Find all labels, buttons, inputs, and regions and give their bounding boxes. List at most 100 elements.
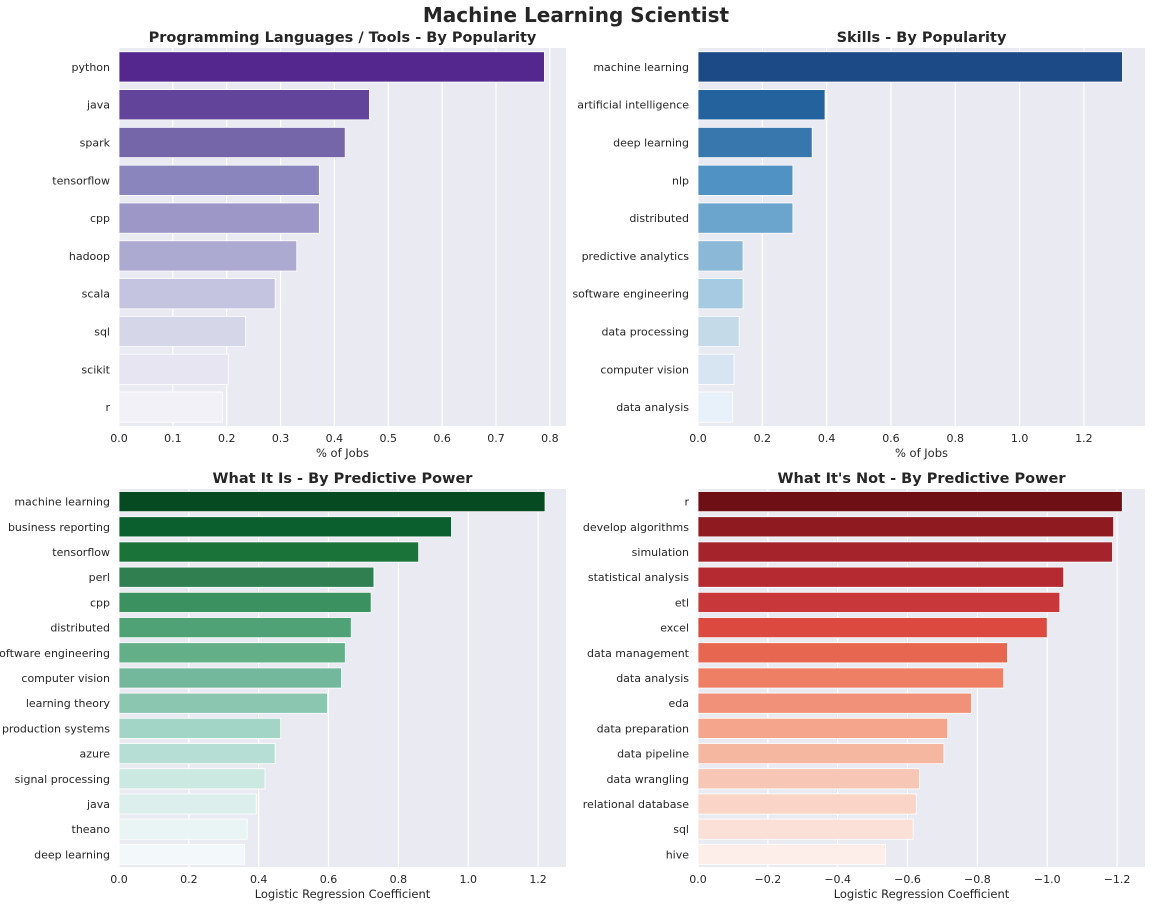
y-tick-label: data preparation bbox=[597, 722, 689, 735]
y-tick-label: data processing bbox=[601, 326, 689, 339]
y-tick-label: hive bbox=[666, 848, 690, 861]
bar-python bbox=[118, 51, 545, 83]
x-tick-label: −0.2 bbox=[754, 873, 781, 886]
y-tick-label: nlp bbox=[672, 174, 689, 187]
bar-computer-vision bbox=[118, 667, 342, 689]
bar-hive bbox=[697, 843, 886, 865]
bar-data-analysis bbox=[697, 667, 1004, 689]
y-tick-label: data management bbox=[587, 647, 690, 660]
x-tick-label: 0.0 bbox=[689, 432, 707, 445]
panel-title: What It's Not - By Predictive Power bbox=[778, 471, 1067, 487]
bar-machine-learning bbox=[697, 51, 1123, 83]
y-tick-label: eda bbox=[669, 697, 690, 710]
panel-4: 0.0 −0.2 −0.4 −0.6 −0.8 −1.0 −1.2 r develop algo… bbox=[583, 471, 1145, 901]
x-axis-label: Logistic Regression Coefficient bbox=[255, 887, 431, 901]
x-tick-label: 0.0 bbox=[689, 873, 707, 886]
x-axis-label: % of Jobs bbox=[316, 446, 369, 460]
bar-spark bbox=[118, 126, 346, 159]
bar-cpp bbox=[118, 202, 320, 234]
x-tick-label: 0.6 bbox=[320, 873, 338, 886]
bar-deep-learning bbox=[697, 126, 813, 159]
panel-title: Skills - By Popularity bbox=[837, 30, 1007, 46]
y-tick-label: distributed bbox=[629, 212, 689, 225]
y-tick-label: cpp bbox=[90, 596, 110, 609]
bar-computer-vision bbox=[697, 353, 735, 385]
x-tick-label: 0.1 bbox=[164, 432, 182, 445]
panel-3: 0.0 0.2 0.4 0.6 0.8 1.0 1.2 machine learning bus… bbox=[0, 471, 566, 901]
bar-tensorflow bbox=[118, 541, 420, 563]
bar-java bbox=[118, 793, 257, 815]
y-tick-label: predictive analytics bbox=[582, 250, 690, 263]
x-tick-label: 0.8 bbox=[947, 432, 965, 445]
y-tick-label: data analysis bbox=[616, 401, 689, 414]
bar-r bbox=[118, 391, 223, 423]
x-tick-label: 0.7 bbox=[487, 432, 505, 445]
y-tick-label: statistical analysis bbox=[588, 571, 689, 584]
bar-r bbox=[697, 491, 1123, 513]
y-tick-label: java bbox=[86, 798, 110, 811]
y-tick-label: sql bbox=[94, 326, 110, 339]
figure-title: Machine Learning Scientist bbox=[422, 3, 730, 27]
x-tick-label: 1.0 bbox=[1011, 432, 1029, 445]
bar-business-reporting bbox=[118, 516, 452, 538]
bar-artificial-intelligence bbox=[697, 89, 826, 121]
x-tick-label: −1.2 bbox=[1104, 873, 1131, 886]
y-tick-label: perl bbox=[89, 571, 110, 584]
y-tick-label: signal processing bbox=[15, 773, 110, 786]
bar-simulation bbox=[697, 541, 1113, 563]
y-tick-label: computer vision bbox=[600, 363, 689, 376]
y-tick-label: r bbox=[105, 401, 110, 414]
y-tick-label: deep learning bbox=[613, 137, 689, 150]
panel-1: 0.0 0.1 0.2 0.3 0.4 0.5 0.6 0.7 0.8 python java spa… bbox=[52, 30, 566, 460]
y-tick-label: production systems bbox=[2, 722, 110, 735]
y-tick-label: software engineering bbox=[572, 288, 689, 301]
bar-eda bbox=[697, 692, 972, 714]
y-tick-label: business reporting bbox=[8, 521, 110, 534]
y-tick-label: data analysis bbox=[616, 672, 689, 685]
bar-theano bbox=[118, 818, 248, 840]
bar-software-engineering bbox=[697, 278, 744, 310]
y-tick-label: learning theory bbox=[26, 697, 111, 710]
bar-sql bbox=[697, 818, 914, 840]
y-tick-label: deep learning bbox=[34, 848, 110, 861]
bar-data-management bbox=[697, 642, 1008, 664]
bar-sql bbox=[118, 315, 246, 348]
x-axis-label: Logistic Regression Coefficient bbox=[834, 887, 1010, 901]
bar-learning-theory bbox=[118, 692, 328, 714]
x-tick-label: 0.6 bbox=[433, 432, 451, 445]
bar-software-engineering bbox=[118, 642, 346, 664]
panel-2: 0.0 0.2 0.4 0.6 0.8 1.0 1.2 machine learning art… bbox=[572, 30, 1145, 460]
y-tick-label: python bbox=[72, 61, 111, 74]
bar-data-processing bbox=[697, 315, 740, 348]
y-tick-label: sql bbox=[673, 823, 689, 836]
bar-data-pipeline bbox=[697, 743, 945, 765]
y-tick-label: data pipeline bbox=[617, 748, 689, 761]
panel-title: What It Is - By Predictive Power bbox=[213, 471, 474, 487]
y-tick-label: machine learning bbox=[14, 496, 110, 509]
bar-scikit bbox=[118, 353, 229, 385]
bar-data-wrangling bbox=[697, 768, 920, 790]
bar-signal-processing bbox=[118, 768, 266, 790]
bar-statistical-analysis bbox=[697, 566, 1065, 588]
x-tick-label: 0.5 bbox=[380, 432, 398, 445]
x-tick-label: 0.3 bbox=[272, 432, 290, 445]
x-tick-label: 0.6 bbox=[882, 432, 900, 445]
x-tick-label: −0.6 bbox=[894, 873, 921, 886]
bar-deep-learning bbox=[118, 843, 246, 865]
bar-develop-algorithms bbox=[697, 516, 1114, 538]
x-tick-label: 0.4 bbox=[250, 873, 268, 886]
y-tick-label: data wrangling bbox=[606, 773, 689, 786]
x-tick-label: 0.2 bbox=[180, 873, 198, 886]
bar-predictive-analytics bbox=[697, 240, 744, 272]
x-axis-label: % of Jobs bbox=[895, 446, 948, 460]
bar-java bbox=[118, 89, 370, 121]
x-tick-label: 1.2 bbox=[529, 873, 547, 886]
y-tick-label: cpp bbox=[90, 212, 110, 225]
x-tick-label: 0.2 bbox=[218, 432, 236, 445]
bar-relational-database bbox=[697, 793, 917, 815]
bar-nlp bbox=[697, 164, 794, 196]
bar-distributed bbox=[118, 617, 352, 639]
bar-data-analysis bbox=[697, 391, 734, 423]
y-tick-label: azure bbox=[79, 748, 110, 761]
